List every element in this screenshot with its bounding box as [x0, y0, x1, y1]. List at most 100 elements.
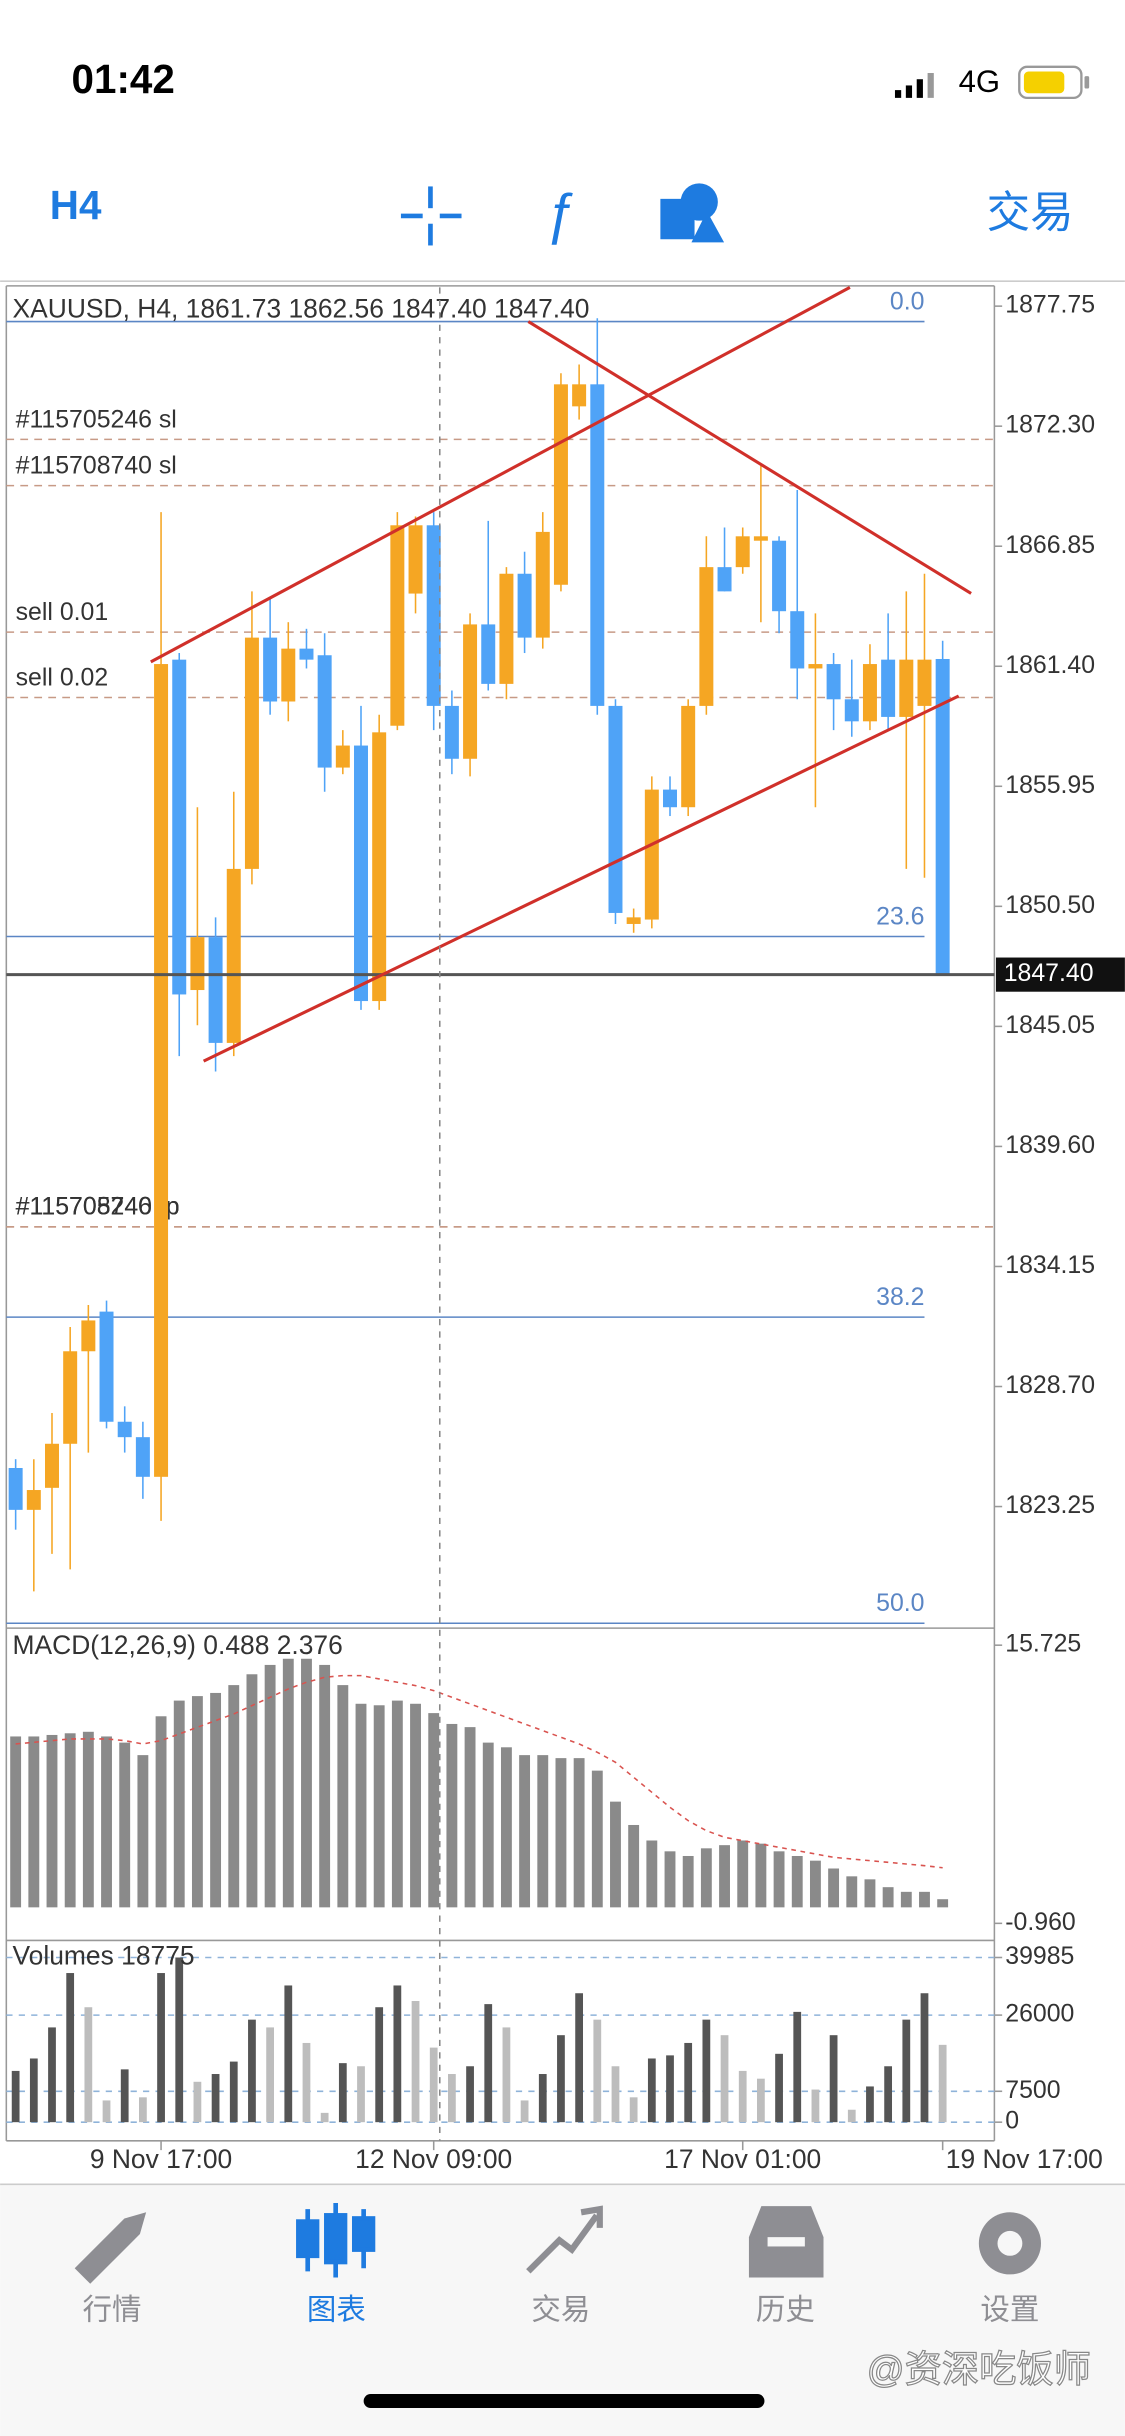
volume-bar — [738, 2070, 747, 2123]
candle-body — [681, 705, 696, 808]
tab-icon-settings[interactable] — [978, 2212, 1041, 2275]
candle-body — [644, 789, 659, 920]
level-label: 0.0 — [890, 288, 925, 315]
timeframe-button[interactable]: H4 — [50, 182, 102, 228]
volume-bar — [11, 2070, 20, 2123]
candle-body — [899, 659, 914, 717]
macd-bar — [846, 1876, 858, 1908]
volume-bar — [266, 2027, 275, 2123]
volume-bar — [338, 2063, 347, 2123]
candle-body — [717, 567, 732, 592]
tab-label[interactable]: 图表 — [307, 2294, 366, 2327]
candle-body — [244, 637, 259, 869]
volume-bar — [811, 2089, 820, 2123]
trade-button[interactable]: 交易 — [987, 189, 1074, 237]
last-price-box — [995, 957, 1125, 992]
macd-bar — [391, 1700, 403, 1908]
macd-bar — [664, 1851, 676, 1908]
candle-body — [444, 705, 459, 759]
macd-bar — [337, 1685, 349, 1908]
macd-bar — [864, 1879, 876, 1908]
macd-bar — [882, 1887, 894, 1908]
macd-bar — [500, 1747, 512, 1908]
tab-icon-chart[interactable] — [296, 2202, 376, 2278]
level-label: 38.2 — [876, 1284, 924, 1311]
candle-body — [354, 745, 368, 1002]
y-tick-label: 26000 — [1005, 2001, 1074, 2028]
volume-bar — [193, 2081, 202, 2123]
tab-label[interactable]: 交易 — [531, 2294, 590, 2327]
y-tick-label: 1834.15 — [1005, 1252, 1095, 1279]
volume-bar — [284, 1985, 293, 2123]
candle-body — [481, 624, 496, 684]
tab-label[interactable]: 行情 — [82, 2294, 141, 2327]
battery-icon — [1018, 65, 1090, 100]
y-tick-label: 0 — [1005, 2108, 1019, 2135]
tab-label[interactable]: 设置 — [980, 2294, 1039, 2327]
macd-bar — [573, 1758, 585, 1908]
macd-bar — [428, 1713, 440, 1908]
indicator-button[interactable]: ƒ — [544, 181, 575, 245]
macd-bar — [464, 1727, 476, 1908]
volume-bar — [757, 2078, 765, 2123]
macd-bar — [155, 1716, 167, 1908]
tab-icon-quotes[interactable] — [74, 2212, 147, 2284]
pane-title: MACD(12,26,9) 0.488 2.376 — [13, 1630, 343, 1660]
macd-bar — [28, 1736, 40, 1908]
macd-bar — [591, 1770, 603, 1908]
macd-bar — [246, 1674, 258, 1908]
candle-body — [117, 1421, 132, 1438]
volume-bar — [520, 2100, 529, 2123]
macd-bar — [700, 1848, 712, 1908]
candle-body — [335, 745, 350, 768]
volume-bar — [829, 2035, 838, 2123]
macd-bar — [737, 1840, 749, 1908]
volume-bar — [684, 2042, 693, 2123]
candle-body — [553, 384, 568, 585]
tab-label[interactable]: 历史 — [756, 2294, 815, 2327]
volume-bar — [302, 2042, 311, 2123]
candle-body — [626, 917, 641, 924]
volume-bar — [611, 2066, 620, 2123]
volume-bar — [429, 2047, 438, 2123]
candle-body — [735, 536, 750, 568]
candle-body — [390, 525, 405, 726]
macd-bar — [64, 1733, 76, 1908]
macd-bar — [228, 1685, 240, 1908]
x-tick-label: 19 Nov 17:00 — [946, 2144, 1103, 2174]
candle-body — [299, 648, 314, 660]
volume-bar — [938, 2044, 947, 2123]
macd-bar — [282, 1658, 294, 1908]
candle-body — [8, 1468, 23, 1510]
home-indicator — [363, 2394, 765, 2409]
x-tick-label: 9 Nov 17:00 — [90, 2144, 232, 2174]
candle-body — [317, 655, 332, 768]
macd-bar — [519, 1755, 531, 1908]
tab-icon-trade[interactable] — [526, 2205, 603, 2274]
macd-bar — [628, 1824, 640, 1908]
level-label: #115708740 sl — [16, 453, 177, 480]
y-tick-label: -0.960 — [1005, 1909, 1075, 1936]
macd-bar — [482, 1742, 494, 1908]
crosshair-button[interactable] — [400, 186, 462, 246]
candle-body — [517, 573, 532, 638]
volume-bar — [211, 2074, 220, 2123]
y-tick-label: 1839.60 — [1005, 1132, 1095, 1159]
candle-body — [590, 384, 605, 706]
level-label: #115705246 sl — [16, 406, 177, 433]
volume-bar — [84, 2007, 93, 2123]
volume-bar — [175, 1957, 184, 2123]
chart-frame — [5, 285, 996, 2142]
macd-bar — [46, 1734, 58, 1908]
level-label: #115705246 tp — [16, 1194, 180, 1221]
candle-body — [26, 1490, 41, 1510]
volume-bar — [393, 1985, 402, 2123]
objects-button[interactable] — [660, 183, 725, 243]
macd-bar — [755, 1843, 767, 1908]
trend-lines — [150, 286, 972, 1063]
volume-bar — [411, 2001, 420, 2123]
tab-icon-history[interactable] — [748, 2206, 824, 2278]
candle-body — [790, 611, 805, 669]
candle-body — [408, 525, 423, 594]
